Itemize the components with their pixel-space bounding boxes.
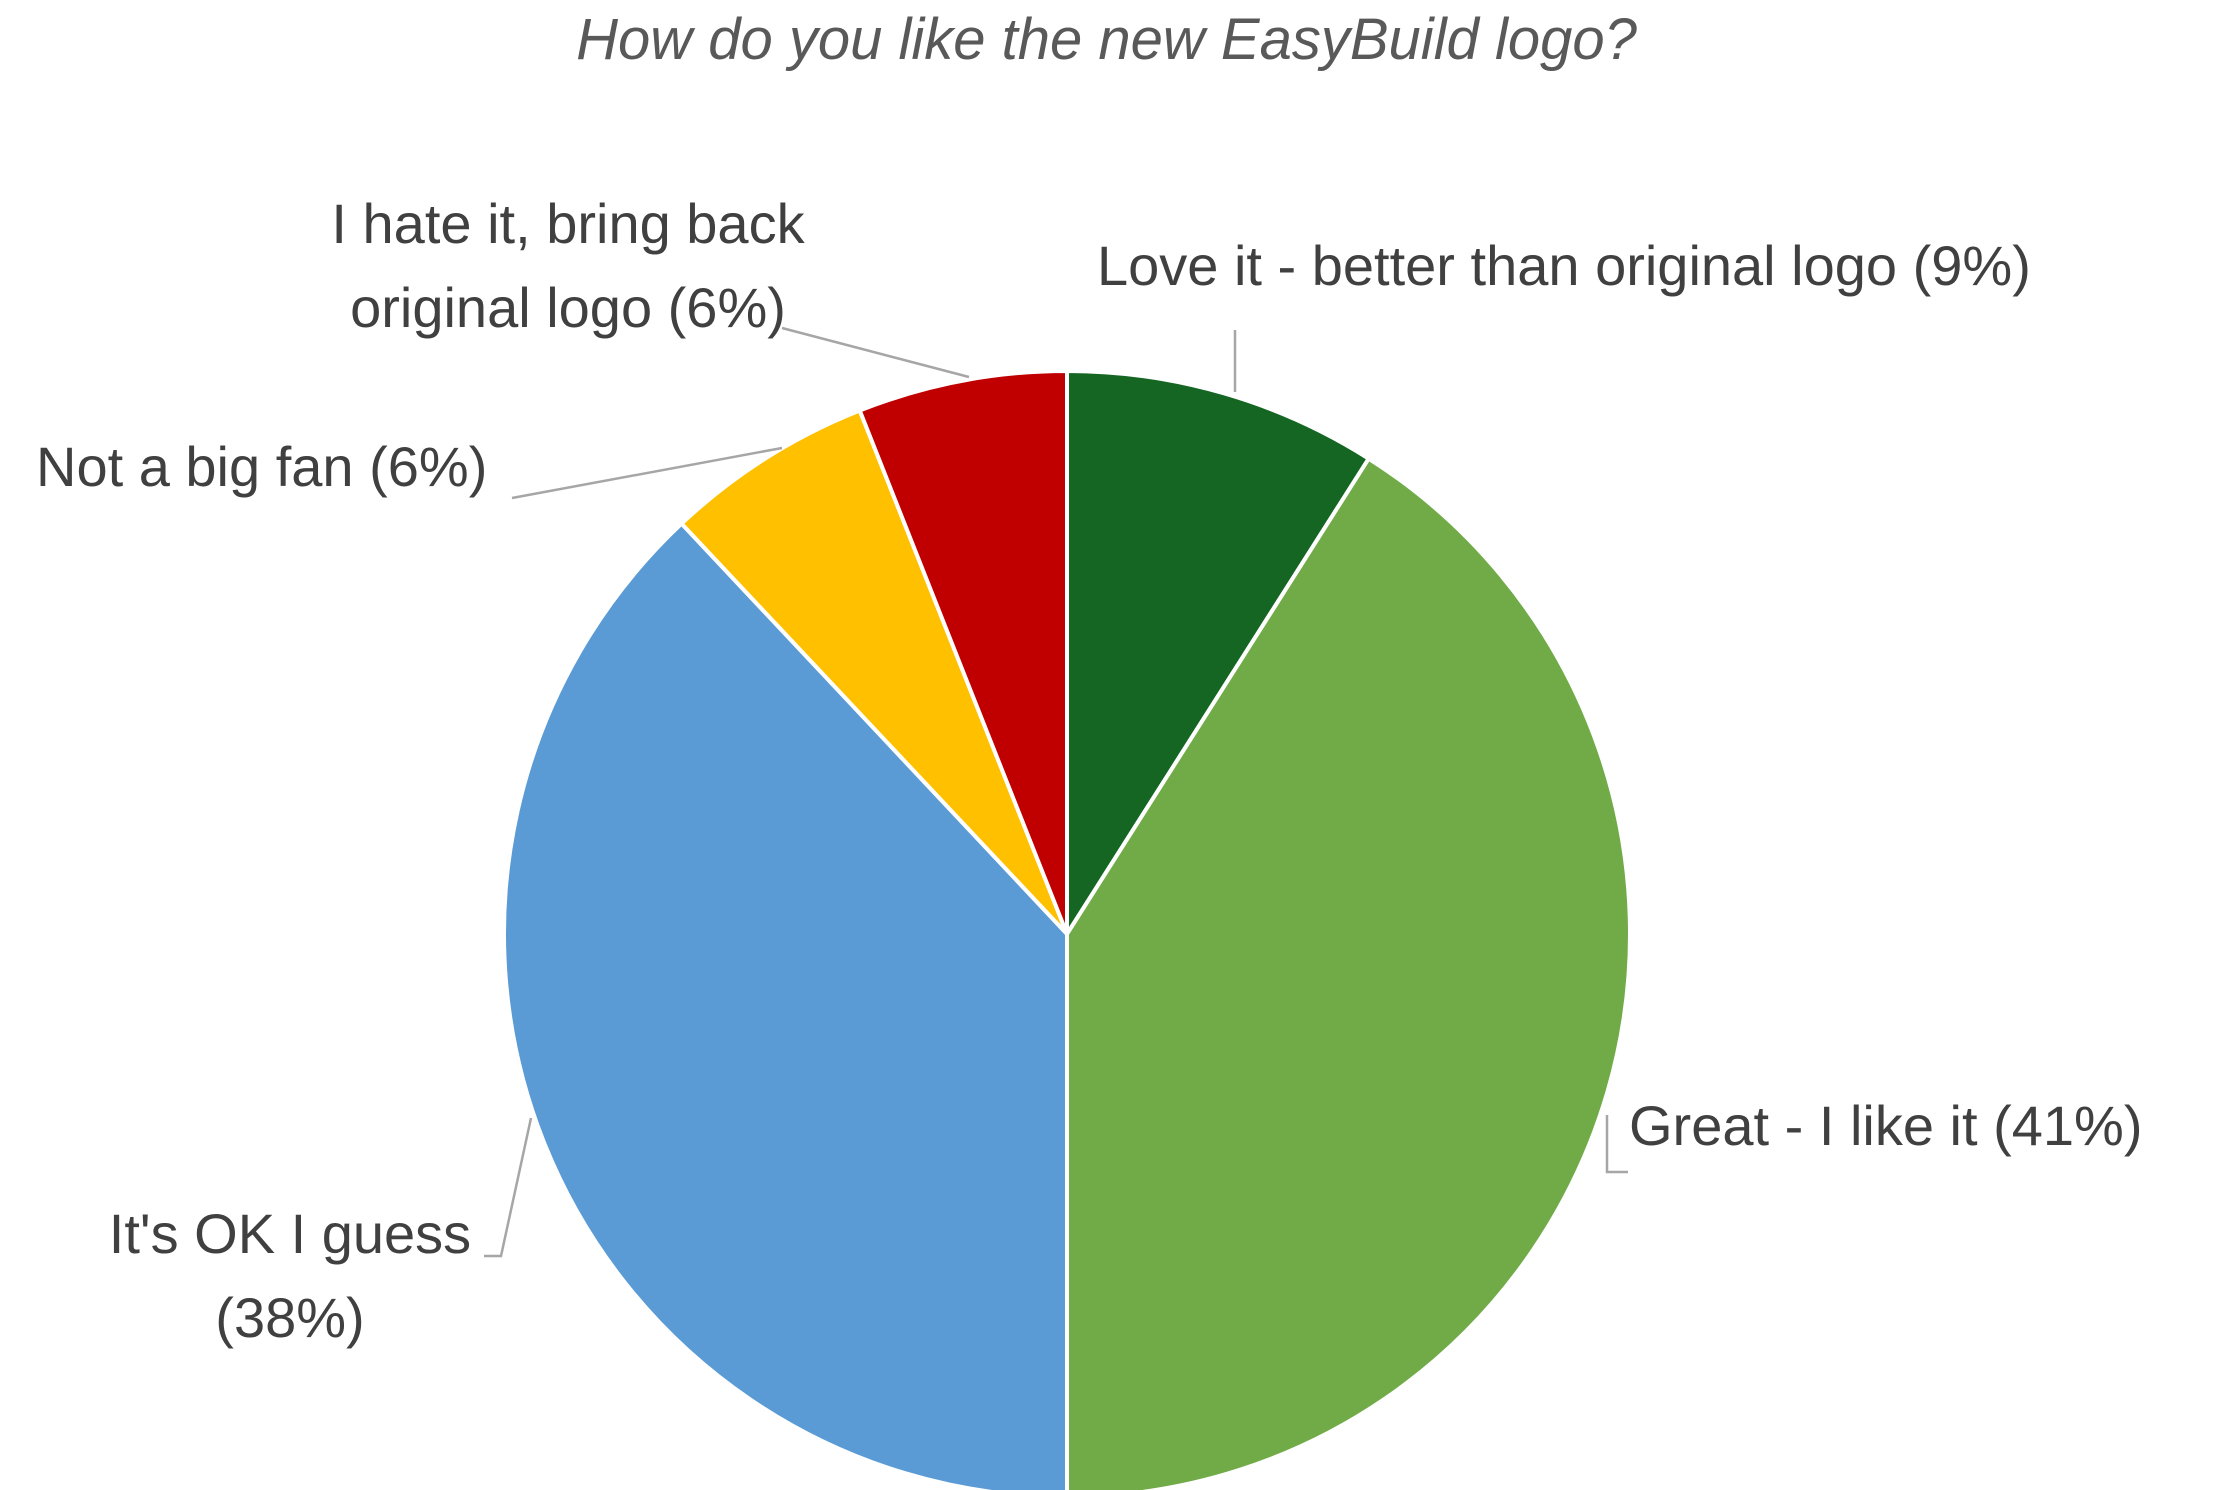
pie-slice-its-ok xyxy=(502,521,1069,1490)
slice-label-not-a-big-fan: Not a big fan (6%) xyxy=(36,435,488,498)
leader-line-great xyxy=(1605,1115,1628,1174)
slice-label-its-ok: It's OK I guess (38%) xyxy=(108,1202,472,1349)
pie-slices xyxy=(502,369,1632,1490)
leader-line-its-ok xyxy=(484,1117,533,1258)
leader-lines xyxy=(484,326,1628,1258)
slice-label-i-hate-it: I hate it, bring back original logo (6%) xyxy=(331,192,805,339)
pie-slice-i-hate-it xyxy=(857,369,1069,936)
chart-title: How do you like the new EasyBuild logo? xyxy=(576,7,1637,72)
pie-slice-love-it xyxy=(1065,369,1371,936)
slice-label-great: Great - I like it (41%) xyxy=(1629,1094,2143,1157)
slice-label-love-it: Love it - better than original logo (9%) xyxy=(1097,234,2031,297)
leader-line-i-hate-it xyxy=(781,326,970,379)
leader-line-not-a-big-fan xyxy=(511,446,783,500)
pie-slice-not-a-big-fan xyxy=(679,408,1069,936)
pie-slice-great xyxy=(1065,456,1632,1490)
